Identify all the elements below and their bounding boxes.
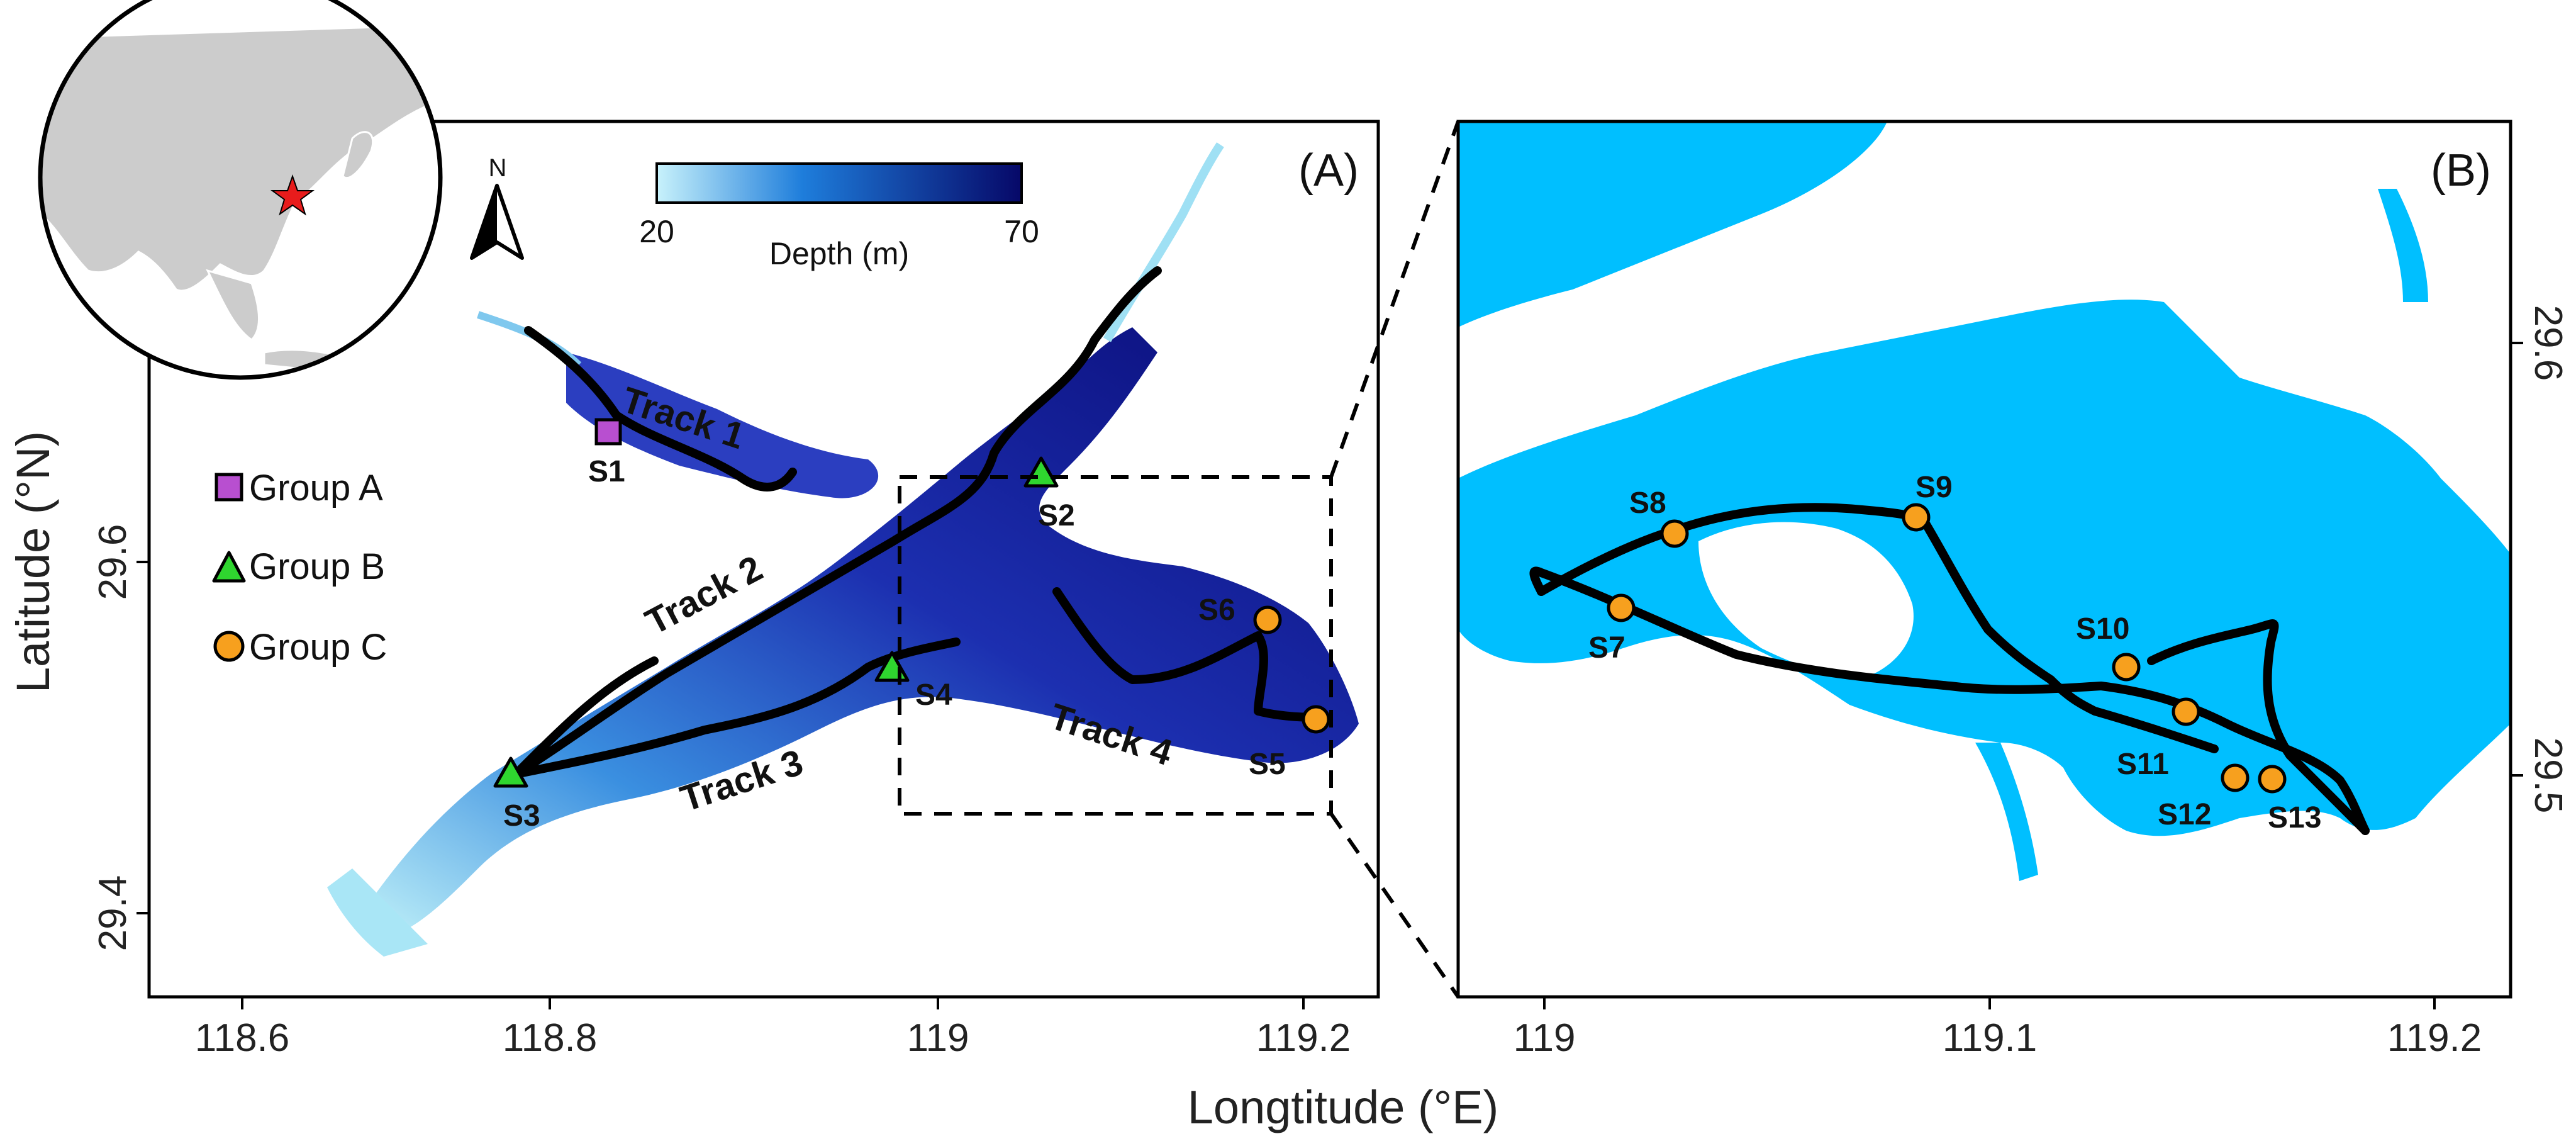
colorbar-min: 20 [639,214,674,249]
legend-group-a: Group A [249,468,383,508]
panel-a-x-ticks: 118.6 118.8 119 119.2 [195,997,1351,1060]
panel-a-y-ticks: 29.6 29.4 [91,524,149,952]
legend-group-b: Group B [249,546,385,587]
b-track-east [2147,619,2370,835]
a-xtick-3: 119 [907,1016,969,1060]
b-xtick-3: 119.2 [2387,1016,2482,1060]
station-s10-marker [2112,653,2141,682]
station-s8-marker [1660,519,1689,548]
lake-body [371,327,1359,931]
station-s6-marker [1253,605,1282,634]
track-1-line [524,326,797,492]
station-s12-label: S12 [2158,798,2211,831]
legend-triangle-icon [212,551,246,583]
b-ytick-1: 29.6 [2526,305,2570,381]
station-s9-label: S9 [1915,471,1953,504]
panel-a-label: (A) [1298,145,1359,196]
a-ytick-2: 29.4 [91,875,135,952]
track-2-return [511,656,659,778]
legend: Group A Group B Group C [212,468,387,668]
x-axis-label: Longtitude (°E) [1188,1081,1498,1133]
station-s10-label: S10 [2076,612,2129,646]
globe-indochina [206,269,260,341]
legend-group-c: Group C [249,627,387,668]
legend-circle-icon [213,631,245,662]
island-land [1698,522,1914,675]
north-arrow: N [470,154,524,260]
lake-north-arm [566,352,879,498]
station-s13-marker [2258,765,2287,794]
globe-outline [38,0,443,380]
station-s1-label: S1 [588,455,625,488]
track-2-line [511,266,1162,778]
a-ytick-1: 29.6 [91,524,135,600]
zoom-line-top [1329,120,1460,478]
station-s13-label: S13 [2268,801,2321,834]
colorbar-gradient [655,162,1023,204]
location-star-icon [270,174,315,216]
y-axis-label: Latitude (°N) [7,431,59,693]
station-s6-label: S6 [1198,593,1235,627]
globe-japan [342,131,374,179]
panel-b-x-ticks: 119 119.1 119.2 [1514,997,2482,1060]
b-xtick-1: 119 [1514,1016,1576,1060]
panel-b-label: (B) [2431,145,2491,196]
water-b-south-arm [1975,743,2038,881]
water-b-main [1458,300,2511,836]
station-s11-marker [2172,697,2200,726]
water-b-north [1458,121,1887,327]
station-s1-marker [594,418,622,446]
water-b-east-arm [2378,189,2428,302]
station-s12-marker [2221,763,2250,792]
a-xtick-2: 118.8 [503,1016,598,1060]
panel-b-frame [1456,120,2512,999]
station-s7-marker [1607,593,1636,622]
a-xtick-4: 119.2 [1256,1016,1351,1060]
globe-inset [38,0,443,441]
globe-australia [327,379,440,441]
zoom-box [898,475,1333,816]
north-arrow-label: N [489,154,507,182]
stations-b: S7 S8 S9 S10 S11 S12 S13 [1588,471,2321,834]
station-s9-marker [1902,503,1931,532]
station-s2-label: S2 [1038,499,1075,532]
track-3-line [511,638,961,778]
panel-b-map [1458,121,2511,881]
b-ytick-2: 29.5 [2526,738,2570,814]
colorbar-label: Depth (m) [769,236,909,271]
panel-b-y-ticks: 29.6 29.5 [2511,305,2570,814]
panel-a-map [327,142,1359,957]
depth-colorbar: 20 70 Depth (m) [639,162,1039,271]
colorbar-max: 70 [1004,214,1039,249]
b-xtick-2: 119.1 [1943,1016,2038,1060]
station-s11-label: S11 [2117,748,2169,781]
legend-square-icon [215,473,243,502]
station-s5-label: S5 [1249,748,1286,781]
lake-west-arm [327,868,428,957]
track-4-line [1052,587,1325,722]
lake-ne-arm [1103,142,1224,342]
a-xtick-1: 118.6 [195,1016,290,1060]
station-s3-marker [493,756,528,788]
zoom-line-bottom [1329,812,1460,998]
station-s4-label: S4 [915,678,952,712]
station-s3-label: S3 [503,799,540,833]
station-s7-label: S7 [1588,631,1625,665]
station-s5-marker [1302,705,1330,734]
station-s8-label: S8 [1629,486,1666,520]
panel-a-frame [147,120,1380,999]
